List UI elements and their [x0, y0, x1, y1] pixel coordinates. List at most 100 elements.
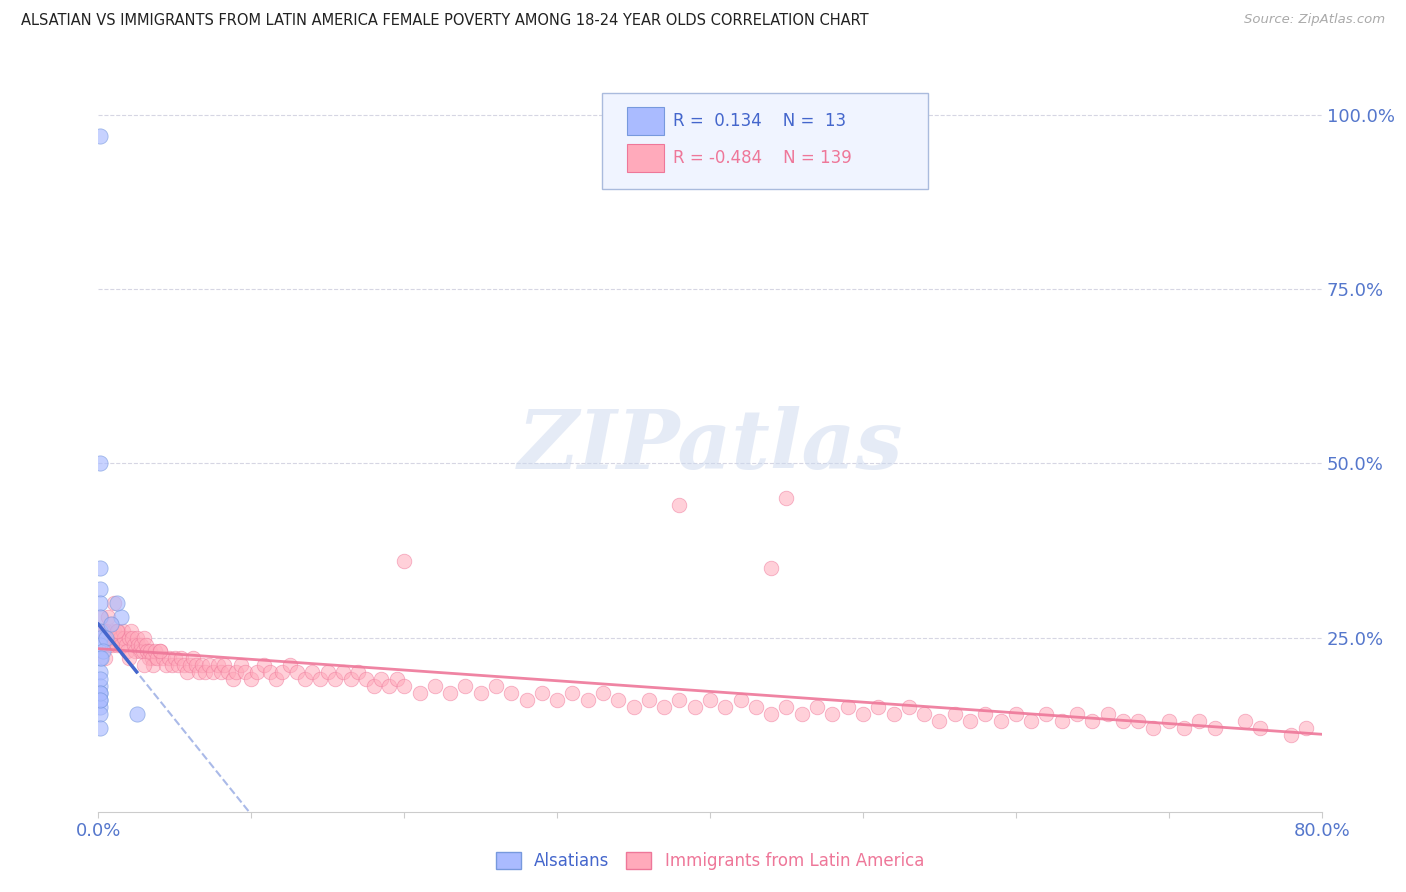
Point: [623, 700, 645, 714]
Point: [100, 631, 122, 645]
Point: [607, 693, 630, 707]
Point: [1279, 728, 1302, 742]
Point: [285, 665, 308, 680]
Point: [385, 673, 408, 687]
Point: [1234, 714, 1257, 728]
Point: [209, 665, 232, 680]
Point: [94, 624, 117, 638]
Point: [89, 700, 111, 714]
Point: [191, 658, 214, 673]
Point: [111, 624, 134, 638]
Point: [806, 700, 828, 714]
Point: [89, 128, 111, 143]
Point: [108, 631, 131, 645]
Point: [107, 624, 129, 638]
Point: [139, 644, 162, 658]
Point: [1188, 714, 1211, 728]
Point: [115, 638, 138, 652]
Point: [173, 658, 195, 673]
Point: [124, 644, 146, 658]
Point: [1204, 721, 1226, 735]
Point: [125, 631, 148, 645]
Point: [928, 714, 950, 728]
Point: [883, 707, 905, 722]
Point: [157, 651, 180, 665]
Point: [122, 638, 145, 652]
Point: [93, 631, 115, 645]
Point: [852, 707, 875, 722]
Point: [259, 665, 281, 680]
Point: [89, 631, 111, 645]
Point: [912, 707, 935, 722]
Point: [97, 609, 120, 624]
Point: [100, 616, 122, 631]
Point: [97, 631, 120, 645]
Point: [392, 554, 416, 568]
Point: [1173, 721, 1195, 735]
Point: [897, 700, 920, 714]
Point: [110, 638, 132, 652]
Point: [91, 624, 114, 638]
Point: [93, 651, 115, 665]
Point: [1066, 707, 1088, 722]
Point: [149, 644, 172, 658]
Point: [202, 665, 225, 680]
Point: [264, 673, 287, 687]
Point: [149, 644, 172, 658]
Point: [652, 700, 675, 714]
Point: [89, 561, 111, 575]
Point: [135, 638, 157, 652]
Point: [775, 491, 797, 506]
Point: [129, 638, 152, 652]
FancyBboxPatch shape: [627, 144, 664, 171]
FancyBboxPatch shape: [627, 107, 664, 136]
Point: [775, 700, 797, 714]
Point: [821, 707, 844, 722]
Point: [378, 679, 401, 693]
Point: [1050, 714, 1073, 728]
Point: [105, 624, 128, 638]
Point: [233, 665, 256, 680]
Point: [98, 638, 121, 652]
Point: [132, 644, 155, 658]
Point: [270, 665, 292, 680]
Point: [89, 609, 111, 624]
Point: [188, 665, 211, 680]
Point: [1035, 707, 1057, 722]
Point: [714, 700, 737, 714]
Point: [125, 707, 148, 722]
Point: [530, 686, 553, 700]
Point: [160, 658, 183, 673]
Point: [143, 644, 166, 658]
Point: [354, 673, 377, 687]
Point: [91, 624, 114, 638]
Point: [207, 658, 229, 673]
Point: [89, 665, 111, 680]
Point: [186, 658, 208, 673]
Point: [699, 693, 721, 707]
Point: [89, 693, 111, 707]
Point: [141, 651, 163, 665]
Text: ZIPatlas: ZIPatlas: [517, 406, 903, 486]
Text: R =  0.134    N =  13: R = 0.134 N = 13: [673, 112, 846, 130]
Point: [301, 665, 323, 680]
Point: [485, 679, 508, 693]
Point: [252, 658, 274, 673]
Point: [668, 498, 690, 512]
Point: [454, 679, 477, 693]
Point: [128, 644, 150, 658]
Point: [790, 707, 813, 722]
Point: [1157, 714, 1180, 728]
Point: [501, 686, 523, 700]
FancyBboxPatch shape: [602, 93, 928, 188]
Point: [546, 693, 568, 707]
Point: [89, 651, 111, 665]
Point: [943, 707, 966, 722]
Point: [339, 673, 361, 687]
Point: [370, 673, 392, 687]
Point: [759, 561, 782, 575]
Point: [134, 658, 156, 673]
Point: [170, 651, 193, 665]
Point: [959, 714, 981, 728]
Point: [1142, 721, 1164, 735]
